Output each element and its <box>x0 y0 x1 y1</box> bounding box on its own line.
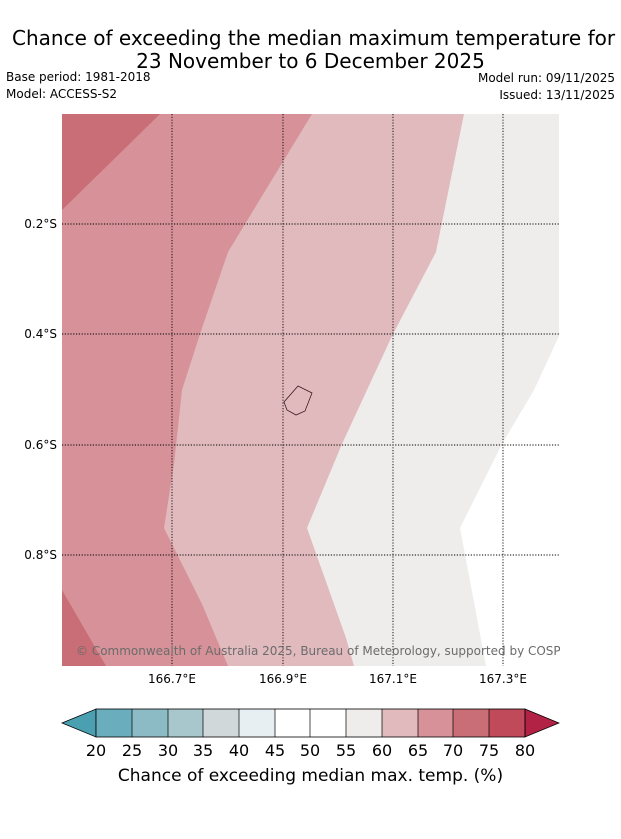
lon-label-166.9e: 166.9°E <box>259 672 307 686</box>
graticule <box>62 114 559 666</box>
colorbar-tick-60: 60 <box>371 741 393 760</box>
colorbar-extend-high <box>524 708 560 738</box>
lat-label-0.8s: 0.8°S <box>24 548 57 562</box>
colorbar-frame <box>95 708 526 738</box>
colorbar-extend-low <box>61 708 97 738</box>
colorbar-tick-65: 65 <box>407 741 429 760</box>
colorbar-swatch-20-25 <box>96 709 132 737</box>
model-run-text: Model run: 09/11/2025 <box>477 71 615 85</box>
colorbar-swatch-35-40 <box>203 709 239 737</box>
colorbar-tick-55: 55 <box>335 741 357 760</box>
lon-label-167.3e: 167.3°E <box>479 672 527 686</box>
colorbar-swatch-25-30 <box>132 709 168 737</box>
lon-label-167.1e: 167.1°E <box>369 672 417 686</box>
colorbar-tick-45: 45 <box>264 741 286 760</box>
colorbar-dividers <box>131 709 490 737</box>
colorbar <box>61 708 560 738</box>
colorbar-tick-25: 25 <box>121 741 143 760</box>
colorbar-swatch-75-80 <box>489 709 525 737</box>
island-outline-icon <box>283 385 313 416</box>
colorbar-swatch-70-75 <box>453 709 489 737</box>
region-45-55 <box>460 336 559 666</box>
lat-label-0.6s: 0.6°S <box>24 438 57 452</box>
colorbar-tick-75: 75 <box>478 741 500 760</box>
lon-label-166.7e: 166.7°E <box>148 672 196 686</box>
colorbar-tick-35: 35 <box>192 741 214 760</box>
colorbar-swatch-65-70 <box>418 709 453 737</box>
map-title-line2: 23 November to 6 December 2025 <box>136 49 485 73</box>
region-65-70 <box>62 114 312 666</box>
colorbar-swatch-55-60 <box>346 709 382 737</box>
base-period-text: Base period: 1981-2018 <box>6 70 151 84</box>
copyright-notice: © Commonwealth of Australia 2025, Bureau… <box>76 644 560 658</box>
colorbar-tick-20: 20 <box>85 741 107 760</box>
colorbar-swatch-30-35 <box>168 709 203 737</box>
model-text: Model: ACCESS-S2 <box>6 87 118 101</box>
colorbar-tick-80: 80 <box>514 741 536 760</box>
issued-text: Issued: 13/11/2025 <box>499 88 615 102</box>
map-title-line1: Chance of exceeding the median maximum t… <box>12 26 616 50</box>
lat-label-0.2s: 0.2°S <box>24 217 57 231</box>
colorbar-label: Chance of exceeding median max. temp. (%… <box>117 766 504 786</box>
colorbar-tick-40: 40 <box>228 741 250 760</box>
lat-label-0.4s: 0.4°S <box>24 327 57 341</box>
colorbar-swatch-40-45 <box>239 709 275 737</box>
colorbar-swatch-45-55 <box>275 709 346 737</box>
colorbar-swatch-60-65 <box>382 709 418 737</box>
colorbar-tick-30: 30 <box>157 741 179 760</box>
region-70-75-north <box>62 114 160 210</box>
region-70-75-south <box>62 590 106 666</box>
colorbar-tick-70: 70 <box>442 741 464 760</box>
probability-map <box>62 114 559 666</box>
colorbar-tick-50: 50 <box>299 741 321 760</box>
